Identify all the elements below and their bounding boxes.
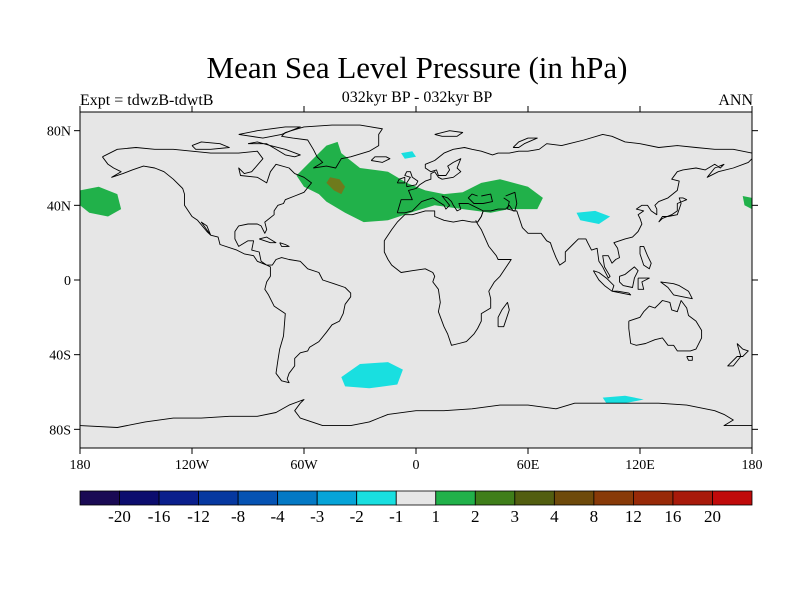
colorbar-swatch [237, 490, 279, 506]
colorbar-swatch [435, 490, 476, 506]
anomaly-region [576, 210, 611, 224]
coastline [619, 266, 639, 288]
anomaly-region [602, 395, 644, 404]
lon-tick-label: 120W [175, 458, 210, 473]
coastline [370, 156, 391, 163]
coastline [628, 300, 703, 352]
colorbar-label: -2 [350, 507, 364, 526]
map-background [80, 112, 752, 448]
colorbar-label: -1 [389, 507, 403, 526]
lat-tick-label: 80S [49, 423, 71, 438]
coastline [259, 236, 277, 244]
colorbar-swatch [474, 490, 516, 506]
colorbar-swatch [119, 490, 160, 506]
colorbar-label: -3 [310, 507, 324, 526]
coastline [686, 356, 693, 361]
colorbar-swatch [672, 490, 713, 506]
lon-tick-label: 60E [517, 458, 540, 473]
lon-tick-label: 120E [625, 458, 655, 473]
coastline [102, 147, 352, 384]
lat-tick-label: 40N [47, 199, 71, 214]
anomaly-region [341, 362, 403, 389]
colorbar-swatch [198, 490, 239, 506]
anomaly-region [80, 186, 122, 217]
colorbar-label: -4 [271, 507, 286, 526]
anomaly-region [742, 196, 752, 210]
coastlines [80, 124, 752, 428]
coastline [383, 195, 512, 346]
colorbar-label: 1 [432, 507, 441, 526]
chart-title: Mean Sea Level Pressure (in hPa) [206, 50, 628, 85]
colorbar-label: -20 [108, 507, 131, 526]
coastline [434, 130, 464, 137]
colorbar-swatch [277, 490, 318, 506]
latitude-axis: 80N 40N 0 40S 80S [47, 125, 758, 438]
lat-tick-label: 40S [49, 349, 71, 364]
anomaly-region [401, 151, 416, 159]
lon-tick-label: 180 [70, 458, 91, 473]
lon-tick-label: 0 [413, 458, 420, 473]
colorbar-swatch [158, 490, 199, 506]
colorbar-label: 3 [511, 507, 520, 526]
coastline [472, 158, 752, 279]
coastline [80, 399, 752, 428]
coastline [658, 197, 688, 223]
lon-tick-label: 180 [742, 458, 763, 473]
coastline [281, 124, 383, 169]
period-label: 032kyr BP - 032kyr BP [341, 89, 493, 106]
coastline [592, 270, 615, 292]
colorbar-label: 4 [550, 507, 559, 526]
coastline [404, 171, 419, 188]
colorbar-label: -16 [148, 507, 171, 526]
colorbar-label: 8 [590, 507, 599, 526]
colorbar-label: 2 [471, 507, 480, 526]
coastline [279, 242, 290, 247]
coastline [611, 290, 632, 296]
coastline [497, 301, 510, 328]
coastline [238, 126, 301, 139]
coastline [467, 193, 493, 204]
coastline [637, 277, 650, 290]
coastline [639, 245, 652, 270]
coastline [512, 137, 538, 148]
colorbar-swatch [316, 490, 358, 506]
colorbar-swatch [514, 490, 555, 506]
colorbar-label: 12 [625, 507, 642, 526]
coastline [396, 133, 752, 213]
colorbar-swatch [553, 490, 595, 506]
colorbar-swatch [79, 490, 120, 506]
colorbar-swatch [356, 490, 397, 506]
colorbar-swatch [593, 490, 634, 506]
colorbar: -20 -16 -12 -8 -4 -3 -2 -1 1 2 3 4 8 12 16 20 [79, 490, 753, 526]
coastline [191, 141, 230, 150]
season-label: ANN [718, 92, 753, 109]
lat-tick-label: 0 [64, 274, 71, 289]
coastline [247, 141, 301, 158]
colorbar-swatch [633, 490, 674, 506]
colorbar-label: -12 [187, 507, 210, 526]
colorbar-label: 16 [664, 507, 681, 526]
colorbar-swatch [712, 490, 753, 506]
coastline [727, 343, 749, 367]
anomaly-regions [80, 141, 752, 404]
lon-tick-label: 60W [290, 458, 318, 473]
colorbar-label: 20 [704, 507, 721, 526]
anomaly-region [296, 141, 543, 223]
colorbar-label: -8 [231, 507, 245, 526]
coastline [503, 191, 518, 212]
colorbar-swatch [395, 490, 437, 506]
coastline [396, 176, 406, 184]
longitude-axis: 180 120W 60W 0 60E 120E 180 [70, 106, 763, 473]
anomaly-region [326, 177, 346, 195]
lat-tick-label: 80N [47, 125, 71, 140]
experiment-label: Expt = tdwzB-tdwtB [80, 92, 214, 109]
coastline [660, 281, 693, 300]
